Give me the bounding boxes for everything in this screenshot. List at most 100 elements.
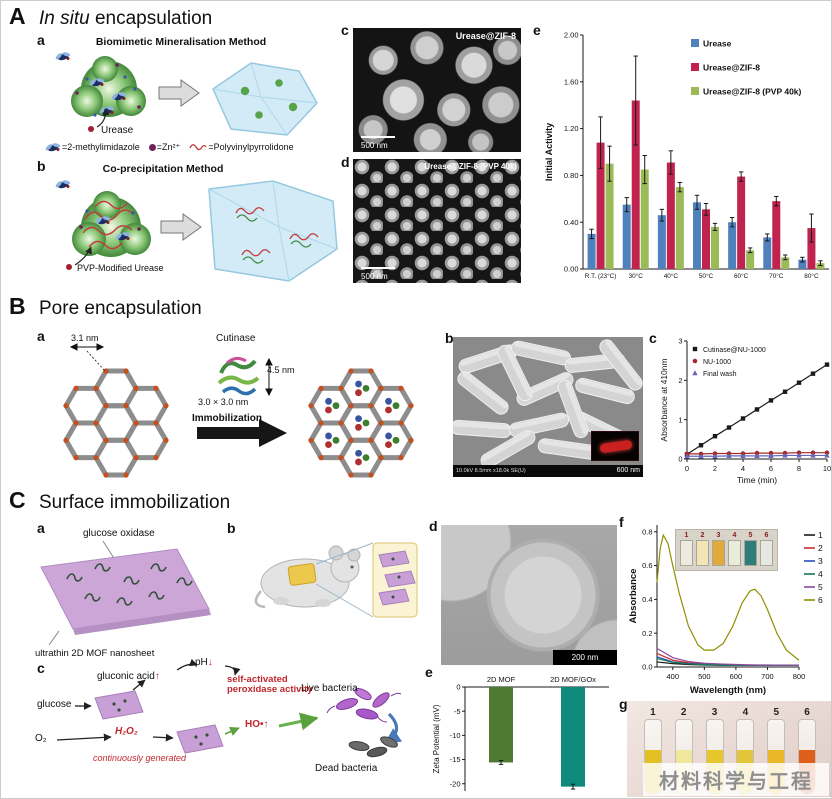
subpanel-c-b-label: b (227, 520, 236, 536)
scale-bar (361, 136, 395, 138)
svg-text:80°C: 80°C (804, 272, 819, 280)
svg-text:Cutinase@NU-1000: Cutinase@NU-1000 (703, 347, 766, 354)
cutinase-ribbon-icon (217, 356, 260, 396)
svg-text:8: 8 (797, 464, 801, 473)
svg-text:1.60: 1.60 (564, 77, 579, 86)
sem-info-bar: 10.0kV 8.5mm x18.0k SE(U) 600 nm (453, 465, 643, 477)
ho-generation-arrow (224, 727, 240, 736)
pore-size-arrow (69, 343, 106, 372)
scale-label: 200 nm (571, 653, 599, 662)
oxygen-label: O₂ (35, 733, 47, 744)
svg-text:4: 4 (741, 464, 745, 473)
cuvette: 3 (712, 532, 725, 566)
pvp-urease-blob (72, 191, 151, 257)
wound-patch (287, 563, 317, 586)
watermark: 材料科学与工程 (643, 763, 829, 796)
svg-text:700: 700 (761, 672, 774, 681)
legend-item-mim: =2-methylimidazole (45, 141, 140, 153)
coprecipitation-method-title: Co-precipitation Method (102, 163, 224, 175)
reaction-arrows (56, 658, 241, 742)
ph-label: pH↓ (195, 657, 213, 669)
scale-label: 500 nm (361, 272, 388, 281)
cutinase-kinetics-line-chart: 0 1 2 3 0 2 4 6 8 10 Absorbance at 410nm Time (min)… (659, 337, 831, 485)
urease-enzyme-blob (71, 56, 146, 117)
svg-text:2: 2 (713, 464, 717, 473)
svg-text:-15: -15 (450, 755, 461, 764)
panel-a-title-italic: In situ (39, 8, 90, 29)
mof-nanosheet-icon (94, 690, 144, 720)
dead-bacteria-icon (348, 736, 398, 758)
svg-text:5: 5 (818, 582, 823, 592)
zoom-line (315, 542, 374, 565)
svg-text:1: 1 (818, 530, 823, 540)
cuvette: 2 (696, 532, 709, 566)
sem-settings-text: 10.0kV 8.5mm x18.0k SE(U) (456, 468, 526, 474)
svg-text:10: 10 (823, 464, 831, 473)
biomimetic-schematic (54, 51, 318, 136)
legend-item-zn: =Zn²⁺ (148, 141, 181, 153)
cuvette-label: 4 (732, 532, 737, 539)
gox-enzymes (66, 563, 193, 606)
zoom-line (315, 583, 374, 618)
svg-text:0.0: 0.0 (642, 663, 652, 672)
svg-text:1.20: 1.20 (564, 124, 579, 133)
svg-text:-20: -20 (450, 779, 461, 788)
svg-text:R.T. (23°C): R.T. (23°C) (585, 272, 617, 280)
self-activated-label: self-activated peroxidase activity (227, 674, 313, 696)
cuvette-label: 1 (684, 532, 689, 539)
subpanel-a-e-label: e (533, 22, 541, 38)
svg-text:2.00: 2.00 (564, 31, 579, 40)
nu1000-lattice-loaded (308, 368, 414, 478)
enzyme-height-label: 4.5 nm (267, 365, 295, 375)
svg-text:6: 6 (769, 464, 773, 473)
subpanel-b-c-label: c (649, 330, 657, 346)
svg-text:Urease@ZIF-8: Urease@ZIF-8 (703, 63, 760, 73)
nu1000-lattice-empty (63, 368, 169, 478)
svg-text:0.00: 0.00 (564, 265, 579, 274)
label-pointer-line (48, 630, 60, 646)
legend-zn-label: =Zn²⁺ (156, 141, 181, 152)
svg-text:500: 500 (698, 672, 711, 681)
svg-text:3: 3 (818, 556, 823, 566)
methylimidazole-icon (54, 51, 71, 62)
zoomed-nanosheets (378, 550, 416, 606)
nanosheet-edge (73, 609, 211, 635)
svg-text:Wavelength (nm): Wavelength (nm) (690, 685, 766, 696)
panel-c-title: Surface immobilization (39, 492, 231, 513)
tube-label: 4 (742, 707, 749, 718)
pvp-urease-dot (66, 264, 72, 270)
svg-text:4: 4 (818, 569, 823, 579)
sem-image-label: Urease@ZIF-8 (455, 31, 516, 41)
scale-label: 600 nm (616, 467, 640, 474)
svg-text:0.6: 0.6 (642, 561, 652, 570)
coprecipitation-schematic (54, 179, 338, 282)
svg-text:70°C: 70°C (769, 272, 784, 280)
ph-text: pH (195, 657, 208, 668)
zeta-potential-bar-chart: 0 -5 -10 -15 -20 Zeta Potential (mV) 2D MOF 2D … (432, 675, 609, 791)
svg-text:30°C: 30°C (629, 272, 644, 280)
panel-a-title: In situ encapsulation (39, 8, 212, 30)
panel-a-label: A (9, 3, 26, 29)
tube-label: 2 (680, 707, 687, 718)
sem-image-nu1000-rods: 10.0kV 8.5mm x18.0k SE(U) 600 nm (453, 337, 643, 477)
cuvette: 1 (680, 532, 693, 566)
svg-text:0.4: 0.4 (642, 595, 652, 604)
zif8-crystal-icon (212, 62, 318, 136)
enzyme-fly-icon (45, 142, 61, 153)
svg-text:0: 0 (456, 683, 460, 692)
svg-text:600: 600 (730, 672, 743, 681)
tem-scale-strip: 200 nm (553, 650, 617, 665)
panel-b-title: Pore encapsulation (39, 298, 202, 319)
conversion-block-arrow (160, 213, 202, 241)
panel-a-legend: =2-methylimidazole =Zn²⁺ =Polyvinylpyrro… (45, 141, 294, 153)
live-bacteria-label: Live bacteria (301, 683, 358, 694)
mouse-schematic (254, 542, 418, 618)
bactericidal-arrow (278, 712, 319, 731)
nanosheet-schematic (40, 540, 211, 646)
urease-pointer-arrow (96, 108, 110, 128)
cuvette-label: 6 (764, 532, 769, 539)
pvp-modified-urease-label: PVP-Modified Urease (77, 263, 164, 273)
up-arrow: ↑ (263, 719, 269, 730)
legend-mim-label: =2-methylimidazole (62, 142, 140, 152)
svg-text:400: 400 (667, 672, 680, 681)
